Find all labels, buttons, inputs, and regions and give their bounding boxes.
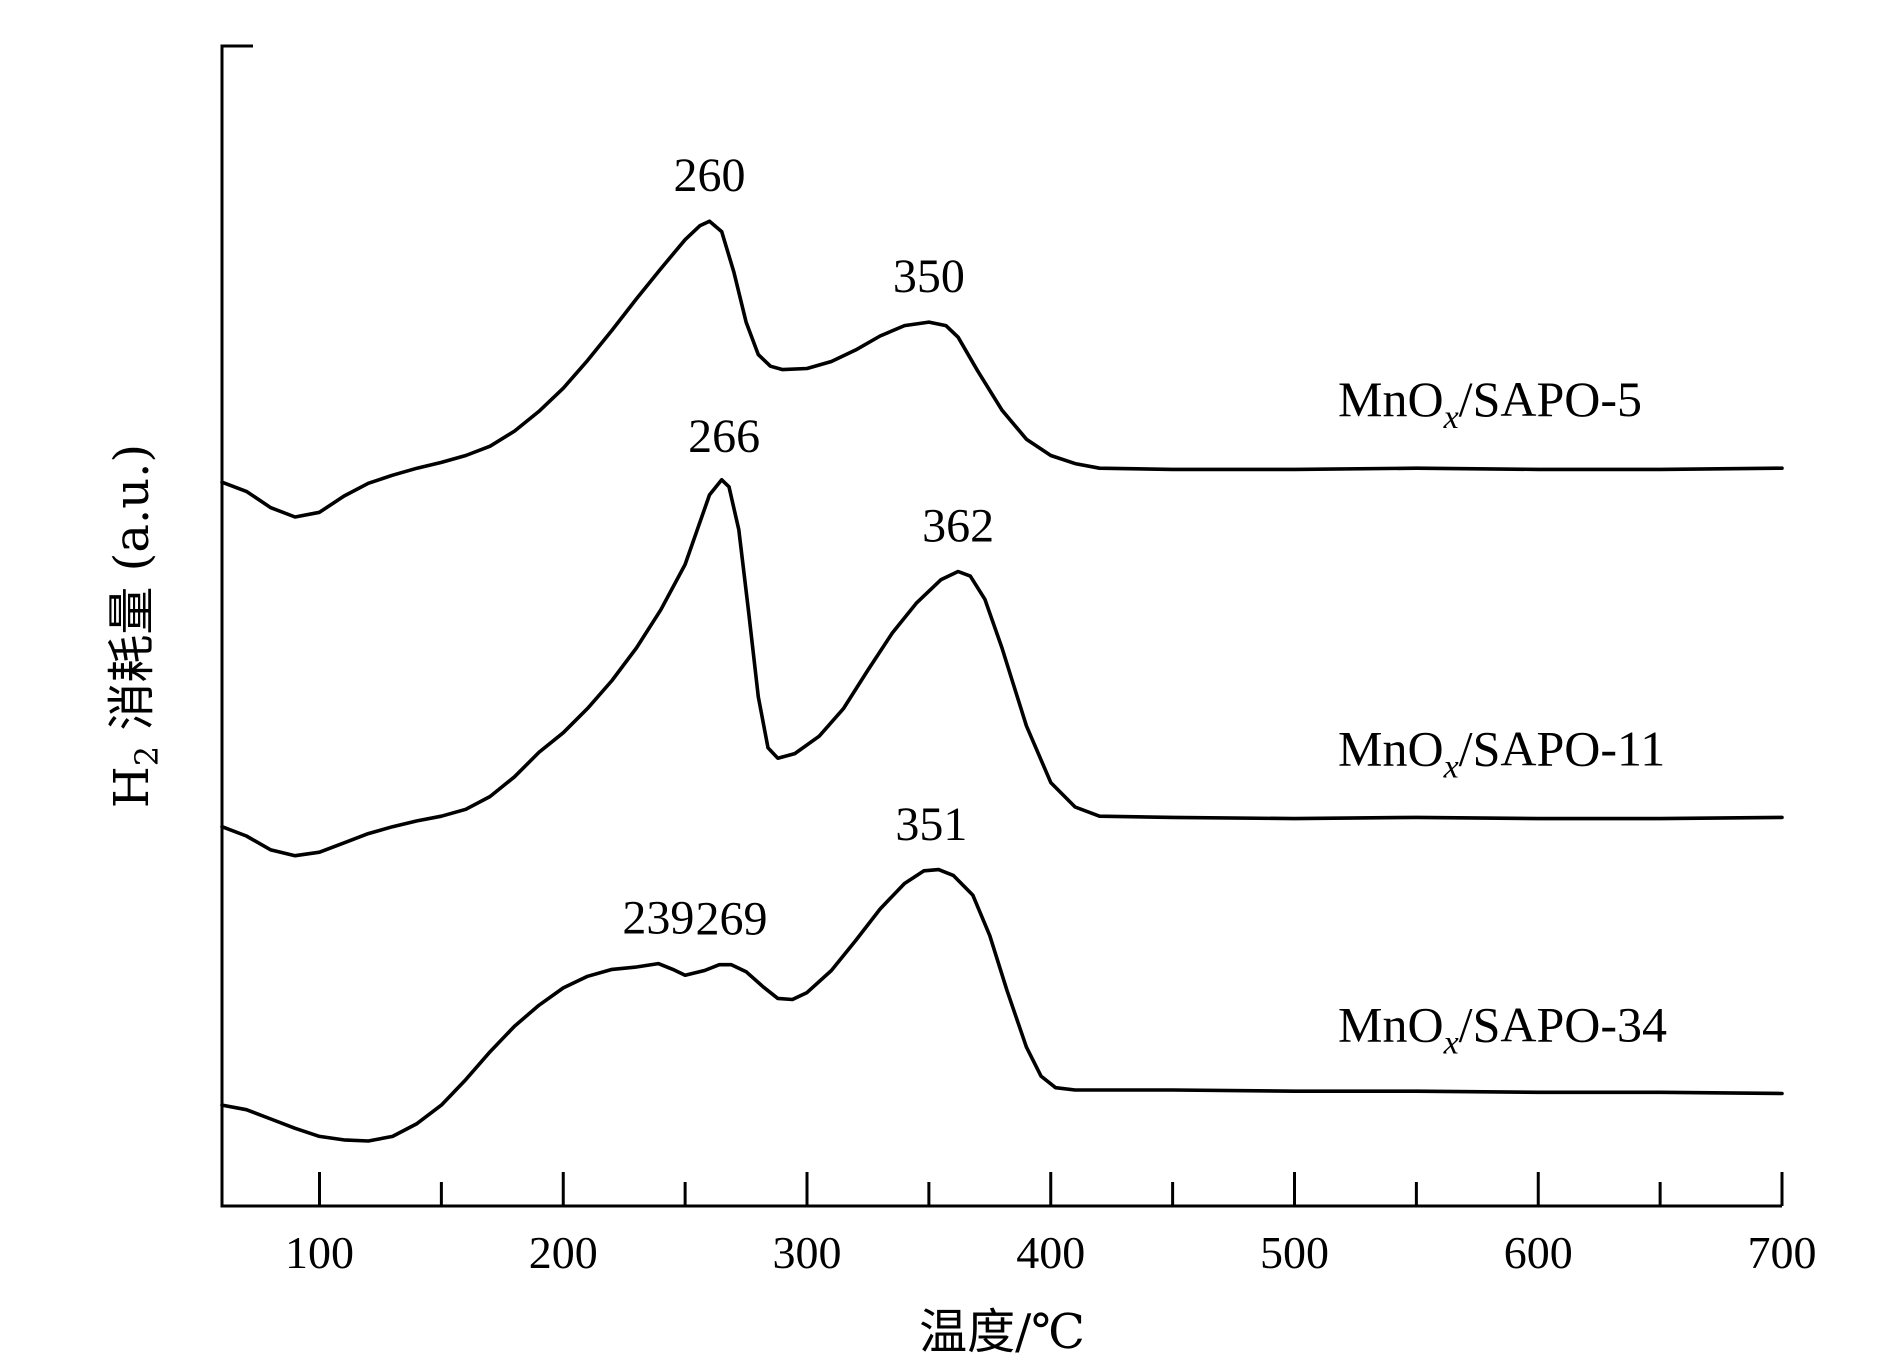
y-axis-line: [220, 44, 1782, 1208]
series-curves: [220, 219, 1784, 1143]
x-tick-label: 200: [529, 1227, 598, 1278]
series-label-3: MnOx/SAPO-34: [1338, 996, 1667, 1061]
peak-label: 239: [622, 892, 694, 945]
y-axis-title-prefix: H: [104, 766, 160, 808]
x-tick-labels: 100 200 300 400 500 600 700: [285, 1227, 1817, 1278]
x-tick-label: 100: [285, 1227, 354, 1278]
y-axis-title: H2 消耗量 (a.u.): [104, 444, 166, 808]
peak-label: 266: [688, 410, 760, 463]
x-ticks: [318, 1172, 1784, 1206]
x-axis-title: 温度/℃: [919, 1304, 1085, 1360]
series-label-1: MnOx/SAPO-5: [1338, 371, 1642, 436]
peak-labels: 260 350 266 362 239 269 351: [622, 149, 994, 946]
series-curve-3: [220, 867, 1784, 1143]
series-labels: MnOx/SAPO-5 MnOx/SAPO-11 MnOx/SAPO-34: [1338, 371, 1667, 1061]
x-tick-label: 500: [1260, 1227, 1329, 1278]
axes: [220, 44, 1782, 1208]
y-axis-title-rest: 消耗量 (a.u.): [104, 444, 160, 746]
y-axis-title-subscript: 2: [128, 746, 166, 766]
x-tick-label: 300: [773, 1227, 842, 1278]
peak-label: 350: [893, 250, 965, 303]
x-tick-label: 400: [1016, 1227, 1085, 1278]
series-curve-1: [220, 219, 1784, 519]
peak-label: 351: [895, 798, 967, 851]
peak-label: 362: [922, 499, 994, 552]
series-label-2: MnOx/SAPO-11: [1338, 720, 1665, 785]
x-tick-label: 700: [1748, 1227, 1817, 1278]
peak-label: 269: [695, 893, 767, 946]
x-tick-label: 600: [1504, 1227, 1573, 1278]
peak-label: 260: [674, 149, 746, 202]
series-curve-2: [220, 478, 1784, 858]
